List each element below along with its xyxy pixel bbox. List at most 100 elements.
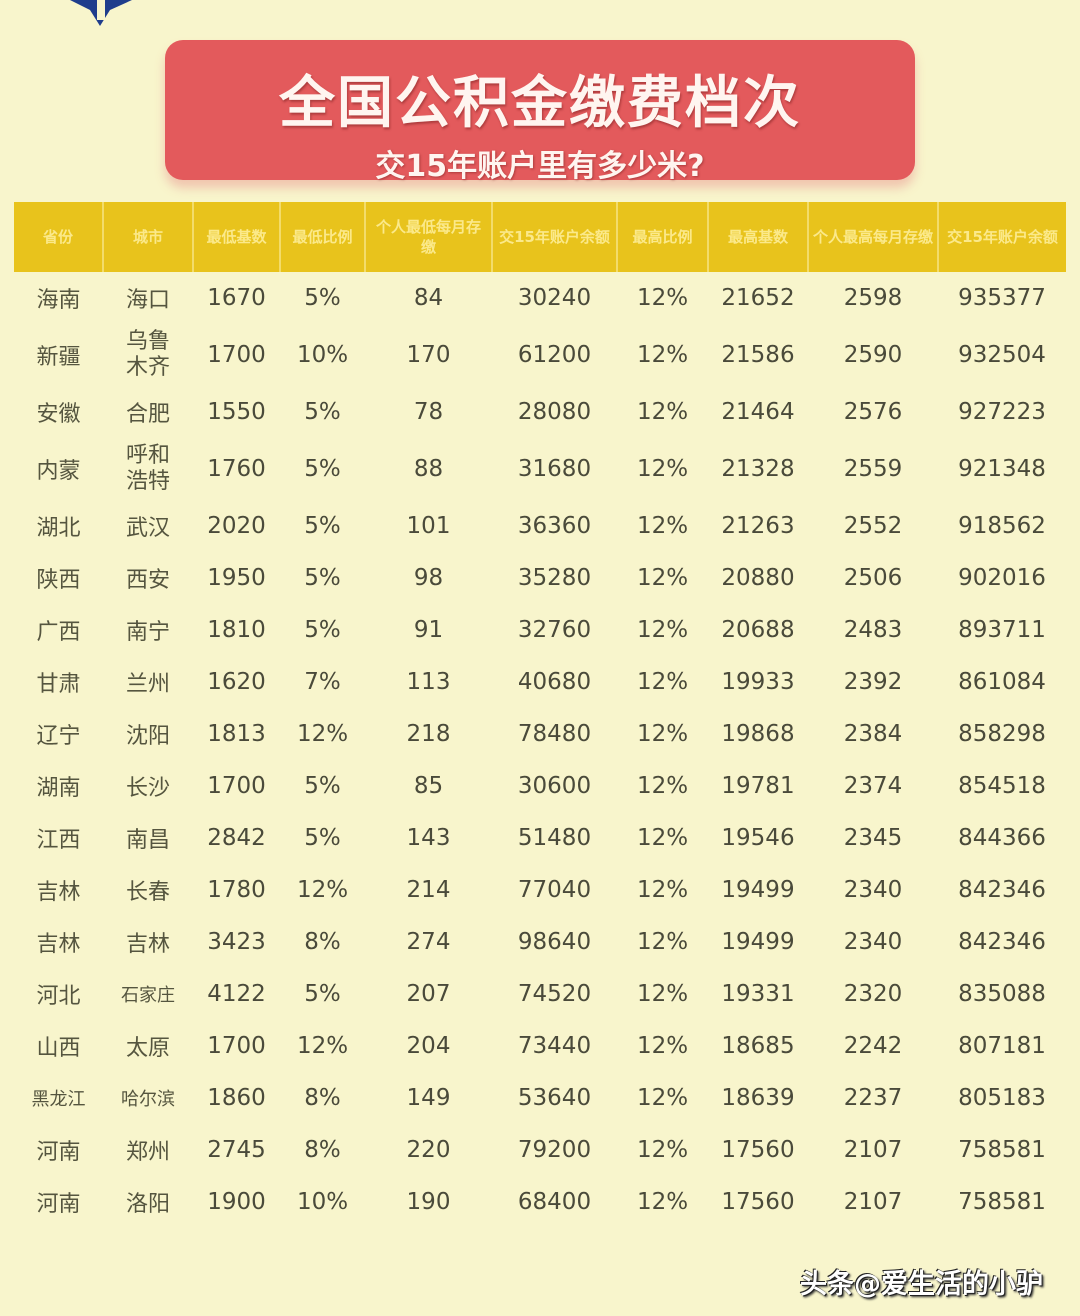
value-cell: 2107 [843, 1189, 903, 1215]
value-cell: 91 [413, 617, 444, 643]
value-cell: 113 [406, 669, 451, 695]
value-cell: 1780 [207, 877, 266, 903]
page-subtitle: 交15年账户里有多少米? [375, 149, 705, 184]
city-cell: 吉林 [125, 932, 170, 957]
value-cell: 51480 [517, 825, 592, 851]
province-cell: 甘肃 [36, 672, 81, 697]
value-cell: 12% [636, 399, 689, 425]
value-cell: 2345 [843, 825, 903, 851]
value-cell: 10% [296, 342, 349, 368]
value-cell: 190 [406, 1189, 451, 1215]
city-cell: 呼和浩特 [125, 443, 170, 494]
table-row: 江西 南昌 2842 5% 143 51480 12% 19546 2345 844366 [14, 812, 1066, 864]
table-row: 湖南 长沙 1700 5% 85 30600 12% 19781 2374 854518 [14, 760, 1066, 812]
watermark: 头条@爱生活的小驴 [800, 1269, 1043, 1300]
value-cell: 1900 [207, 1189, 266, 1215]
table-row: 辽宁 沈阳 1813 12% 218 78480 12% 19868 2384 858298 [14, 708, 1066, 760]
value-cell: 918562 [958, 513, 1046, 539]
value-cell: 78 [413, 399, 444, 425]
value-cell: 932504 [958, 342, 1046, 368]
value-cell: 1700 [207, 342, 266, 368]
value-cell: 758581 [958, 1137, 1046, 1163]
value-cell: 854518 [958, 773, 1046, 799]
value-cell: 17560 [721, 1189, 795, 1215]
value-cell: 1950 [207, 565, 266, 591]
value-cell: 5% [304, 981, 341, 1007]
value-cell: 2340 [843, 877, 903, 903]
value-cell: 2590 [843, 342, 903, 368]
value-cell: 32760 [517, 617, 592, 643]
value-cell: 12% [636, 513, 689, 539]
value-cell: 758581 [958, 1189, 1046, 1215]
value-cell: 5% [304, 773, 341, 799]
value-cell: 12% [636, 669, 689, 695]
value-cell: 84 [413, 285, 444, 311]
value-cell: 1813 [207, 721, 266, 747]
value-cell: 8% [304, 1137, 341, 1163]
province-cell: 江西 [36, 828, 81, 853]
value-cell: 12% [296, 877, 349, 903]
page-title: 全国公积金缴费档次 [279, 71, 801, 136]
value-cell: 12% [636, 1033, 689, 1059]
value-cell: 2384 [843, 721, 903, 747]
value-cell: 18639 [721, 1085, 795, 1111]
value-cell: 2107 [843, 1137, 903, 1163]
column-header: 交15年账户余额 [491, 202, 617, 272]
value-cell: 12% [636, 773, 689, 799]
table-row: 吉林 长春 1780 12% 214 77040 12% 19499 2340 842346 [14, 864, 1066, 916]
province-cell: 河北 [36, 984, 81, 1009]
value-cell: 21652 [721, 285, 795, 311]
value-cell: 5% [304, 513, 341, 539]
value-cell: 2842 [207, 825, 266, 851]
value-cell: 170 [406, 342, 451, 368]
column-header: 个人最低每月存缴 [364, 202, 492, 272]
city-cell: 石家庄 [121, 985, 175, 1006]
city-cell: 太原 [125, 1036, 170, 1061]
value-cell: 20688 [721, 617, 795, 643]
table-row: 吉林 吉林 3423 8% 274 98640 12% 19499 2340 842346 [14, 916, 1066, 968]
city-cell: 南宁 [125, 620, 170, 645]
value-cell: 79200 [517, 1137, 592, 1163]
table-row: 内蒙 呼和浩特 1760 5% 88 31680 12% 21328 2559 921348 [14, 438, 1066, 500]
value-cell: 218 [406, 721, 451, 747]
value-cell: 861084 [958, 669, 1046, 695]
value-cell: 19868 [721, 721, 795, 747]
value-cell: 12% [636, 877, 689, 903]
value-cell: 12% [296, 721, 349, 747]
value-cell: 1620 [207, 669, 266, 695]
value-cell: 19499 [721, 929, 795, 955]
value-cell: 7% [304, 669, 341, 695]
city-cell: 武汉 [125, 516, 170, 541]
value-cell: 74520 [517, 981, 592, 1007]
table-row: 河北 石家庄 4122 5% 207 74520 12% 19331 2320 835088 [14, 968, 1066, 1020]
value-cell: 207 [406, 981, 451, 1007]
city-cell: 兰州 [125, 672, 170, 697]
value-cell: 1700 [207, 773, 266, 799]
value-cell: 220 [406, 1137, 451, 1163]
city-cell: 长沙 [125, 776, 170, 801]
value-cell: 30600 [517, 773, 592, 799]
value-cell: 19546 [721, 825, 795, 851]
value-cell: 98640 [517, 929, 592, 955]
province-cell: 内蒙 [36, 459, 81, 484]
value-cell: 53640 [517, 1085, 592, 1111]
value-cell: 12% [636, 1085, 689, 1111]
value-cell: 149 [406, 1085, 451, 1111]
city-cell: 洛阳 [125, 1192, 170, 1217]
value-cell: 2374 [843, 773, 903, 799]
city-cell: 南昌 [125, 828, 170, 853]
value-cell: 2242 [843, 1033, 903, 1059]
value-cell: 3423 [207, 929, 266, 955]
value-cell: 2392 [843, 669, 903, 695]
province-cell: 河南 [36, 1192, 81, 1217]
city-cell: 郑州 [125, 1140, 170, 1165]
value-cell: 1760 [207, 456, 266, 482]
column-header: 最高基数 [707, 202, 808, 272]
value-cell: 19781 [721, 773, 795, 799]
value-cell: 2483 [843, 617, 903, 643]
value-cell: 12% [636, 929, 689, 955]
table-row: 黑龙江 哈尔滨 1860 8% 149 53640 12% 18639 2237 805183 [14, 1072, 1066, 1124]
value-cell: 2320 [843, 981, 903, 1007]
value-cell: 2745 [207, 1137, 266, 1163]
column-header: 最高比例 [616, 202, 708, 272]
